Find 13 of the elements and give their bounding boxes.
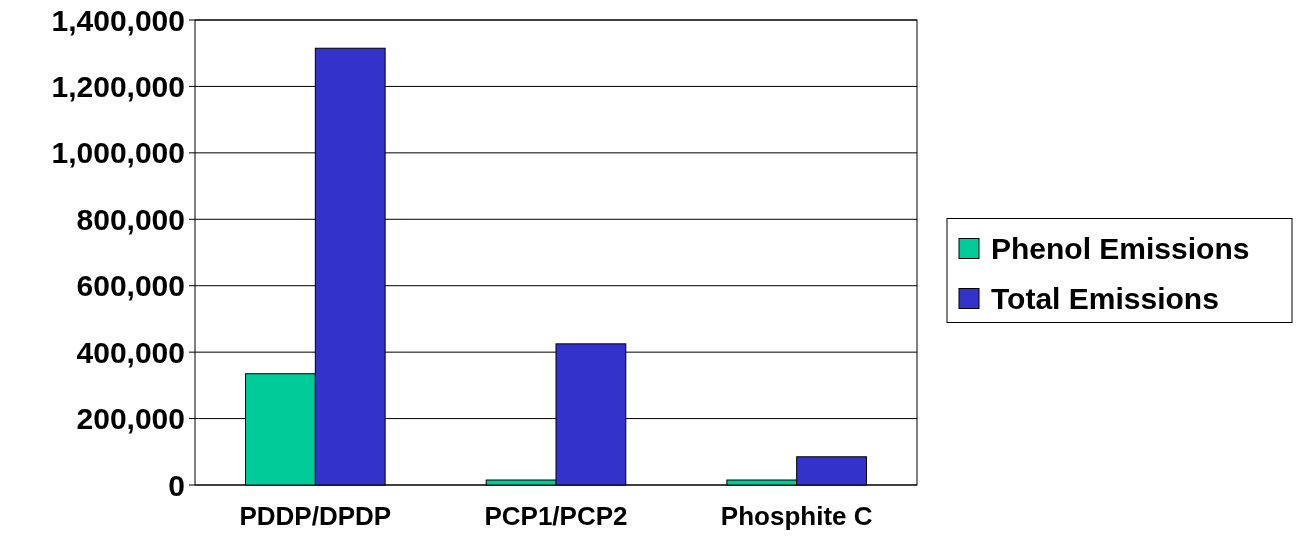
x-tick-label: Phosphite C: [720, 501, 873, 531]
y-tick-label: 400,000: [76, 335, 185, 369]
x-tick-label: PCP1/PCP2: [484, 501, 628, 531]
y-tick-label: 0: [168, 468, 185, 502]
y-tick-label: 1,400,000: [51, 3, 185, 37]
y-tick-label: 1,000,000: [51, 136, 185, 170]
legend-label: Phenol Emissions: [991, 232, 1250, 265]
y-tick-label: 1,200,000: [51, 69, 185, 103]
y-tick-label: 200,000: [76, 402, 185, 436]
legend-label: Total Emissions: [991, 282, 1219, 315]
y-tick-label: 800,000: [76, 202, 185, 236]
y-tick-label: 600,000: [76, 269, 185, 303]
x-tick-label: PDDP/DPDP: [239, 501, 392, 531]
